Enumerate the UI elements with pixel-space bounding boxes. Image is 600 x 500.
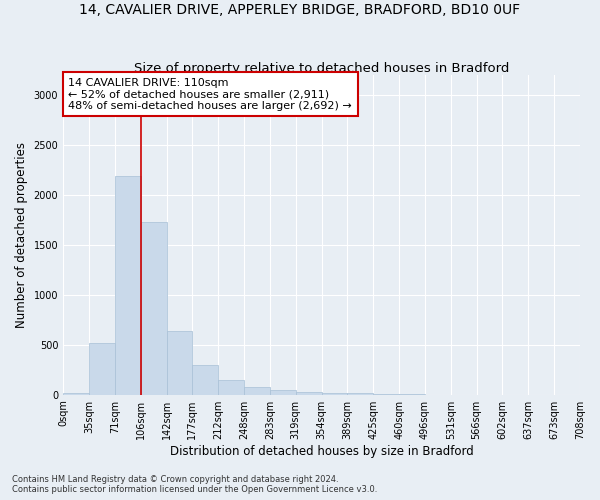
Bar xyxy=(115,176,140,394)
Text: 14, CAVALIER DRIVE, APPERLEY BRIDGE, BRADFORD, BD10 0UF: 14, CAVALIER DRIVE, APPERLEY BRIDGE, BRA… xyxy=(79,2,521,16)
Bar xyxy=(322,392,347,394)
Bar xyxy=(296,392,322,394)
Bar xyxy=(140,222,167,394)
Bar xyxy=(193,365,218,394)
Y-axis label: Number of detached properties: Number of detached properties xyxy=(15,142,28,328)
Text: Contains HM Land Registry data © Crown copyright and database right 2024.: Contains HM Land Registry data © Crown c… xyxy=(12,476,338,484)
Bar xyxy=(167,330,193,394)
Bar xyxy=(89,342,115,394)
Bar xyxy=(218,380,244,394)
Bar xyxy=(347,393,373,394)
Text: Contains public sector information licensed under the Open Government Licence v3: Contains public sector information licen… xyxy=(12,486,377,494)
Bar xyxy=(63,392,89,394)
Text: 14 CAVALIER DRIVE: 110sqm
← 52% of detached houses are smaller (2,911)
48% of se: 14 CAVALIER DRIVE: 110sqm ← 52% of detac… xyxy=(68,78,352,111)
Bar xyxy=(244,387,270,394)
Bar xyxy=(270,390,296,394)
X-axis label: Distribution of detached houses by size in Bradford: Distribution of detached houses by size … xyxy=(170,444,473,458)
Title: Size of property relative to detached houses in Bradford: Size of property relative to detached ho… xyxy=(134,62,509,74)
